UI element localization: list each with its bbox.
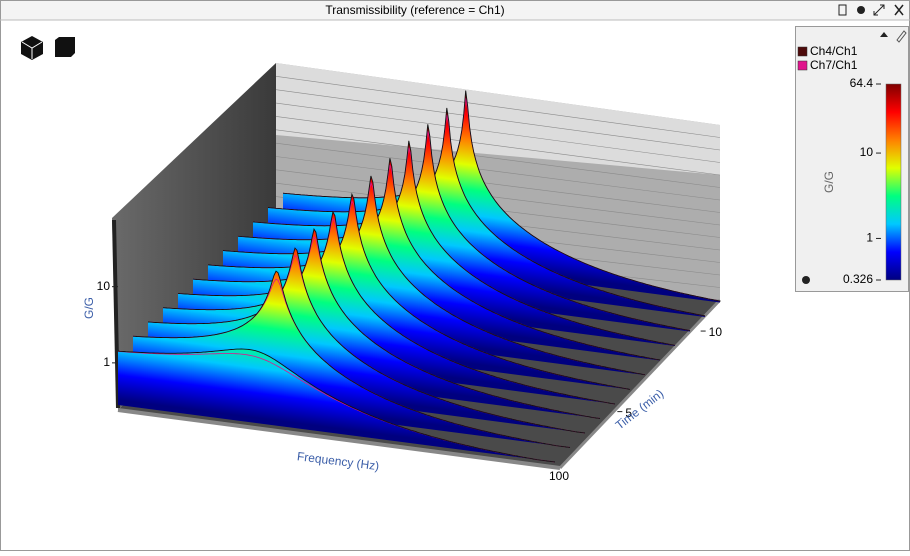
colorbar <box>885 83 902 281</box>
wall-grid-line <box>275 156 721 213</box>
edit-icon[interactable] <box>896 30 907 43</box>
back-wall-upper <box>276 63 720 175</box>
x-tick-label: 100 <box>549 469 569 483</box>
wall-grid-line <box>275 169 721 226</box>
right-edge <box>558 298 722 470</box>
legend-settings-icon[interactable] <box>802 276 810 284</box>
slice-curve-ch4 <box>117 348 556 463</box>
wall-grid-line <box>275 89 721 151</box>
slice-curve-ch4 <box>147 247 586 434</box>
z-axis-label: G/G <box>82 297 96 319</box>
colorbar-tick-label: 64.4 <box>850 76 874 90</box>
legend-swatch <box>797 46 808 57</box>
view-icons[interactable] <box>21 36 75 60</box>
slice-curve-ch4 <box>192 192 631 390</box>
legend-entry[interactable]: Ch4/Ch1 <box>810 44 858 58</box>
view-box-icon[interactable] <box>55 37 75 57</box>
plot-3d <box>112 63 722 470</box>
slice-curve-ch4 <box>237 140 676 346</box>
slice-curve-ch4 <box>252 124 691 332</box>
collapse-icon[interactable] <box>880 32 888 37</box>
wall-grid-line <box>275 102 721 163</box>
slice-curve-ch4 <box>177 210 616 405</box>
expand-icon[interactable] <box>873 4 885 16</box>
wall-grid-line <box>275 142 721 201</box>
slice-curve-ch4 <box>282 90 721 302</box>
front-edge <box>117 408 561 470</box>
wall-grid-line <box>275 76 721 138</box>
slice-curve-ch4 <box>207 175 646 376</box>
z-tick-label: 10 <box>97 279 111 293</box>
slice-surface <box>118 349 555 462</box>
title-bar <box>1 1 909 20</box>
window-title: Transmissibility (reference = Ch1) <box>325 3 504 17</box>
colorbar-label: G/G <box>822 171 836 193</box>
settings-icon[interactable] <box>857 6 865 14</box>
colorbar-tick-label: 1 <box>866 231 873 245</box>
title-icons[interactable] <box>838 4 904 16</box>
slice-curve-ch4 <box>162 228 601 419</box>
y-tick-label: 10 <box>709 325 723 339</box>
wall-grid-line <box>275 116 721 176</box>
copy-icon[interactable] <box>838 4 847 16</box>
legend-entry[interactable]: Ch7/Ch1 <box>810 58 858 72</box>
close-icon[interactable] <box>894 4 904 16</box>
wall-grid-line <box>275 129 721 188</box>
y-tick-label: 5 <box>625 406 632 420</box>
colorbar-tick-label: 10 <box>860 145 874 159</box>
legend-swatch <box>797 60 808 71</box>
left-edge <box>112 219 120 409</box>
slice-curve-ch4 <box>267 107 706 317</box>
z-tick-label: 1 <box>103 355 110 369</box>
slice-curve-ch4 <box>132 270 571 448</box>
colorbar-tick-label: 0.326 <box>843 272 873 286</box>
